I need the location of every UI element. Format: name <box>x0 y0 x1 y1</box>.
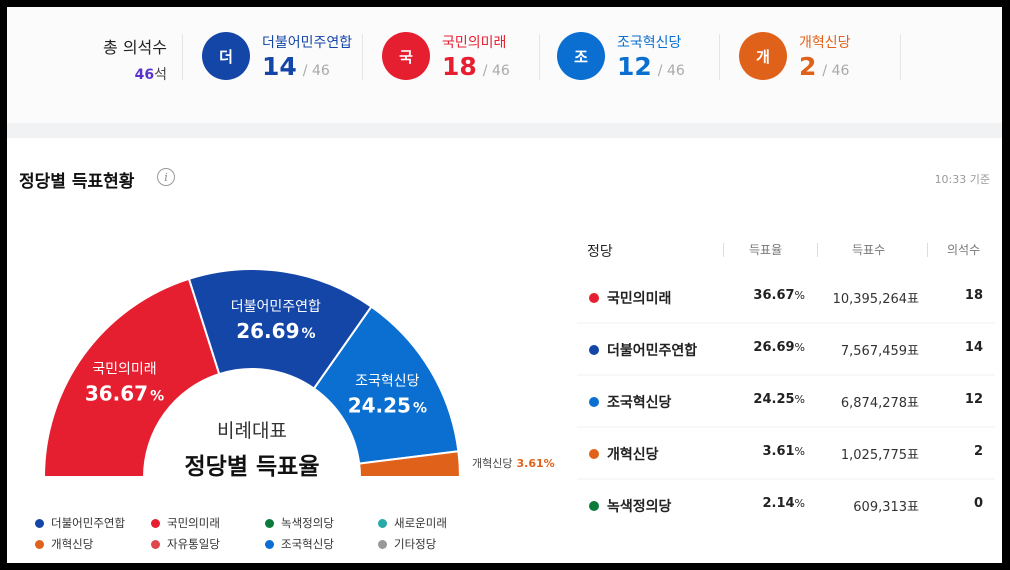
section-title: 정당별 득표현황 <box>19 172 135 192</box>
slice-label-name: 조국혁신당 <box>355 374 420 390</box>
party-dot <box>589 397 599 407</box>
row-seats: 14 <box>964 340 983 355</box>
chart-title: 비례대표 <box>217 420 287 442</box>
legend-dot <box>151 518 160 528</box>
legend-item[interactable]: 국민의미래 <box>151 515 220 531</box>
table-header: 정당 득표율 득표수 의석수 <box>577 229 995 271</box>
party-seat-name: 조국혁신당 <box>617 35 682 51</box>
table-row[interactable]: 녹색정의당 2.14% 609,313표 0 <box>577 480 995 530</box>
party-initial-badge: 조 <box>557 32 605 80</box>
app-frame: 총 의석수 46석 더 더불어민주연합 14/ 46 국 국민의미래 18/ 4… <box>7 7 1002 563</box>
party-dot <box>589 501 599 511</box>
legend-item[interactable]: 기타정당 <box>378 536 436 552</box>
row-votes: 7,567,459표 <box>840 344 919 359</box>
header-divider <box>723 243 724 257</box>
party-dot <box>589 449 599 459</box>
row-party: 조국혁신당 <box>589 392 671 412</box>
divider <box>182 34 183 80</box>
party-seat-name: 국민의미래 <box>442 35 507 51</box>
row-votes: 1,025,775표 <box>840 448 919 463</box>
party-seat-name: 개혁신당 <box>799 35 851 51</box>
section-separator <box>7 123 1002 138</box>
legend-item[interactable]: 조국혁신당 <box>265 536 334 552</box>
slice-external-label: 개혁신당 3.61% <box>472 457 555 470</box>
results-table: 국민의미래 36.67% 10,395,264표 18 더불어민주연합 26.6… <box>577 272 995 530</box>
party-seat-count: 12/ 46 <box>617 52 685 81</box>
header-divider <box>817 243 818 257</box>
header-votes: 득표수 <box>852 243 886 257</box>
slice-0[interactable] <box>42 277 221 478</box>
total-seats-value: 46석 <box>134 67 167 83</box>
legend-item[interactable]: 새로운미래 <box>378 515 447 531</box>
legend-item[interactable]: 녹색정의당 <box>265 515 334 531</box>
legend-dot <box>151 539 160 549</box>
slice-label-name: 더불어민주연합 <box>231 299 321 315</box>
header-seats: 의석수 <box>947 243 981 257</box>
header-rate: 득표율 <box>749 243 783 257</box>
table-row[interactable]: 개혁신당 3.61% 1,025,775표 2 <box>577 428 995 478</box>
party-initial-badge: 개 <box>739 32 787 80</box>
chart-subtitle: 정당별 득표율 <box>184 454 320 480</box>
row-votes: 6,874,278표 <box>840 396 919 411</box>
party-dot <box>589 345 599 355</box>
party-seat-count: 2/ 46 <box>799 52 850 81</box>
total-seats: 총 의석수 46석 <box>77 34 167 84</box>
row-party: 국민의미래 <box>589 288 671 308</box>
legend-dot <box>265 539 274 549</box>
party-initial-badge: 더 <box>202 32 250 80</box>
row-votes: 10,395,264표 <box>832 292 919 307</box>
row-seats: 12 <box>964 392 983 407</box>
row-rate: 36.67% <box>753 288 805 303</box>
divider <box>719 34 720 80</box>
row-seats: 18 <box>964 288 983 303</box>
row-party: 개혁신당 <box>589 444 659 464</box>
party-dot <box>589 293 599 303</box>
timestamp: 10:33 기준 <box>934 173 990 186</box>
info-icon[interactable]: i <box>157 168 175 186</box>
party-seat-count: 18/ 46 <box>442 52 510 81</box>
legend-item[interactable]: 자유통일당 <box>151 536 220 552</box>
party-initial-badge: 국 <box>382 32 430 80</box>
party-seat-count: 14/ 46 <box>262 52 330 81</box>
row-party: 더불어민주연합 <box>589 340 697 360</box>
divider <box>539 34 540 80</box>
row-seats: 2 <box>973 444 983 459</box>
slice-label-value: 36.67% <box>85 382 164 406</box>
legend-dot <box>35 518 44 528</box>
legend-dot <box>265 518 274 528</box>
divider <box>900 34 901 80</box>
party-seat-name: 더불어민주연합 <box>262 35 353 51</box>
row-rate: 24.25% <box>753 392 805 407</box>
header-divider <box>927 243 928 257</box>
table-row[interactable]: 조국혁신당 24.25% 6,874,278표 12 <box>577 376 995 426</box>
divider <box>362 34 363 80</box>
legend-dot <box>378 539 387 549</box>
total-seats-label: 총 의석수 <box>103 38 167 57</box>
slice-label-name: 국민의미래 <box>92 362 156 378</box>
seat-summary-bar: 총 의석수 46석 더 더불어민주연합 14/ 46 국 국민의미래 18/ 4… <box>7 7 1002 123</box>
row-party: 녹색정의당 <box>589 496 671 516</box>
legend-item[interactable]: 개혁신당 <box>35 536 93 552</box>
table-row[interactable]: 국민의미래 36.67% 10,395,264표 18 <box>577 272 995 322</box>
row-rate: 3.61% <box>762 444 805 459</box>
legend-dot <box>378 518 387 528</box>
table-row[interactable]: 더불어민주연합 26.69% 7,567,459표 14 <box>577 324 995 374</box>
row-rate: 2.14% <box>762 496 805 511</box>
row-rate: 26.69% <box>753 340 805 355</box>
row-votes: 609,313표 <box>853 500 919 515</box>
legend-item[interactable]: 더불어민주연합 <box>35 515 125 531</box>
row-seats: 0 <box>973 496 983 511</box>
legend-dot <box>35 539 44 549</box>
slice-3[interactable] <box>358 450 462 478</box>
header-party: 정당 <box>587 244 613 260</box>
